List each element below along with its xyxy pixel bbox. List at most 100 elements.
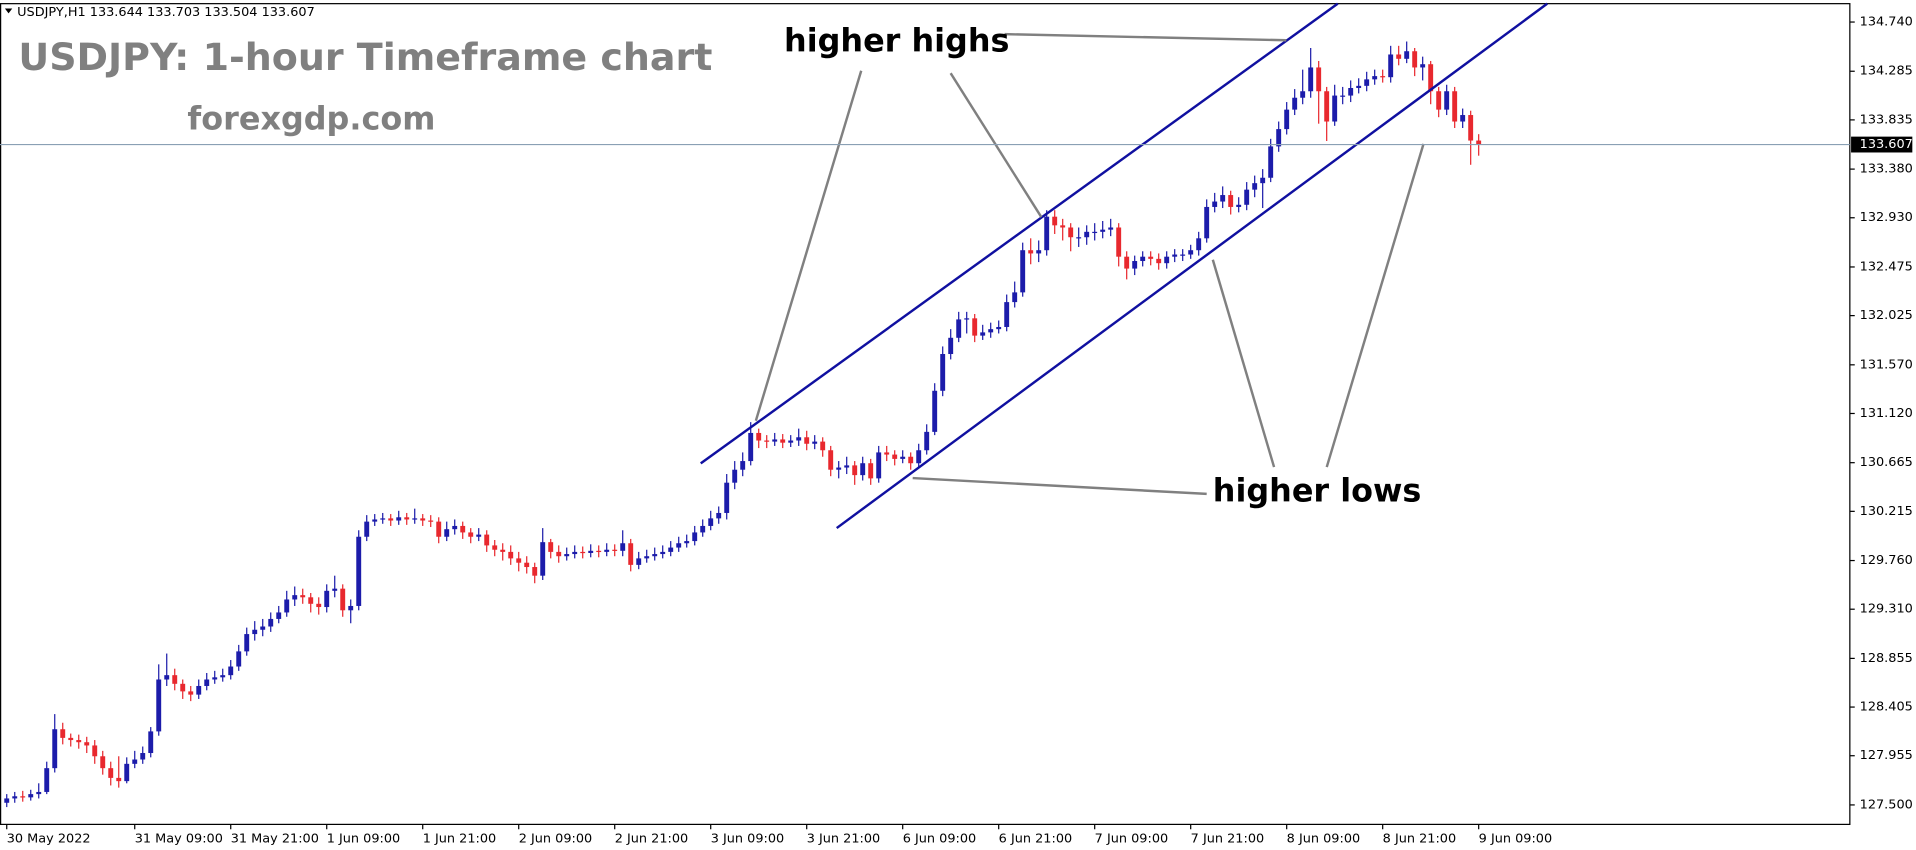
candle-body <box>124 763 130 782</box>
y-tick-label: 132.475 <box>1860 259 1913 274</box>
annotation: higher highs <box>784 24 1009 60</box>
candle-body <box>1284 109 1290 130</box>
candle-body <box>1020 250 1026 293</box>
candle-body <box>276 612 282 619</box>
y-tick-label: 133.835 <box>1860 112 1913 127</box>
candle-body <box>444 529 450 537</box>
x-tick-label: 3 Jun 09:00 <box>711 832 785 847</box>
chart-subtitle: forexgdp.com <box>187 102 435 138</box>
y-tick-label: 129.760 <box>1860 553 1913 568</box>
candle-body <box>172 675 178 684</box>
candle-body <box>76 740 82 743</box>
candle-body <box>724 482 730 513</box>
candle-body <box>508 551 514 559</box>
last-low: 133.504 <box>204 5 257 20</box>
x-tick-label: 3 Jun 21:00 <box>807 832 881 847</box>
pointers <box>754 32 1425 496</box>
candle-body <box>500 549 506 552</box>
candle-body <box>52 729 58 769</box>
candle-body <box>908 456 914 464</box>
candle-body <box>524 562 530 568</box>
candle-body <box>1292 97 1298 110</box>
candle-body <box>220 675 226 678</box>
x-tick-label: 1 Jun 09:00 <box>327 832 401 847</box>
y-tick-label: 129.310 <box>1860 602 1913 617</box>
candle-body <box>556 551 562 557</box>
candle-body <box>84 742 90 746</box>
channel <box>700 2 1548 530</box>
candle-body <box>1404 51 1410 59</box>
candle-body <box>148 731 154 754</box>
candle-body <box>1332 95 1338 122</box>
candle-body <box>260 626 266 630</box>
symbol: USDJPY,H1 <box>17 5 86 20</box>
y-tick-label: 128.855 <box>1860 651 1913 666</box>
candle-body <box>1252 183 1258 190</box>
y-tick-label: 127.955 <box>1860 748 1913 763</box>
candle-body <box>1092 231 1098 234</box>
candle-body <box>164 675 170 680</box>
candle-body <box>36 791 42 795</box>
candle-body <box>372 519 378 522</box>
candle-body <box>636 558 642 565</box>
pointer <box>1004 32 1287 42</box>
candle-body <box>540 542 546 576</box>
candle-body <box>780 439 786 443</box>
candle-body <box>428 520 434 522</box>
candle-body <box>1260 177 1266 184</box>
candle-body <box>324 590 330 608</box>
candle-body <box>1476 140 1482 145</box>
candle-body <box>644 556 650 559</box>
candle-body <box>612 549 618 551</box>
candle-body <box>364 521 370 537</box>
x-tick-label: 30 May 2022 <box>7 832 91 847</box>
candle-body <box>804 437 810 444</box>
candle-body <box>1164 256 1170 264</box>
candle-body <box>212 677 218 680</box>
candle-body <box>756 432 762 441</box>
candle-body <box>1340 95 1346 97</box>
candle-body <box>596 550 602 553</box>
candle-body <box>580 551 586 554</box>
y-tick-label: 131.570 <box>1860 357 1913 372</box>
candle-body <box>692 532 698 542</box>
candle-body <box>1004 302 1010 327</box>
candle-body <box>1348 88 1354 96</box>
y-tick-label: 131.120 <box>1860 406 1913 421</box>
y-tick-label: 130.215 <box>1860 504 1913 519</box>
candle-body <box>316 603 322 608</box>
x-tick-label: 9 Jun 09:00 <box>1479 832 1553 847</box>
candle-body <box>884 452 890 455</box>
x-tick-label: 31 May 21:00 <box>231 832 319 847</box>
candle-body <box>1300 91 1306 98</box>
candle-body <box>244 634 250 652</box>
candle-body <box>1124 256 1130 269</box>
candle-body <box>1116 227 1122 257</box>
candle-body <box>1380 76 1386 78</box>
candle-body <box>1452 91 1458 122</box>
candle-body <box>1396 54 1402 59</box>
candle-body <box>1268 146 1274 178</box>
candle-body <box>1220 195 1226 202</box>
candle-body <box>700 525 706 533</box>
candle-body <box>1204 206 1210 239</box>
x-tick-label: 8 Jun 09:00 <box>1287 832 1361 847</box>
candle-body <box>492 545 498 550</box>
candle-body <box>396 517 402 521</box>
candle-body <box>1412 51 1418 68</box>
candle-body <box>1196 238 1202 251</box>
candle-body <box>300 595 306 598</box>
candle-body <box>1388 54 1394 78</box>
y-tick-label: 133.380 <box>1860 162 1913 177</box>
pointer <box>1325 143 1425 468</box>
candle-body <box>532 567 538 576</box>
candle-body <box>188 691 194 695</box>
candle-body <box>1108 227 1114 230</box>
candle-body <box>1444 91 1450 110</box>
candle-body <box>1372 76 1378 80</box>
candle-body <box>348 605 354 611</box>
header-text: USDJPY,H1 133.644 133.703 133.504 133.60… <box>17 5 315 20</box>
candle-body <box>460 525 466 533</box>
candle-body <box>20 796 26 798</box>
candle-body <box>1012 292 1018 303</box>
